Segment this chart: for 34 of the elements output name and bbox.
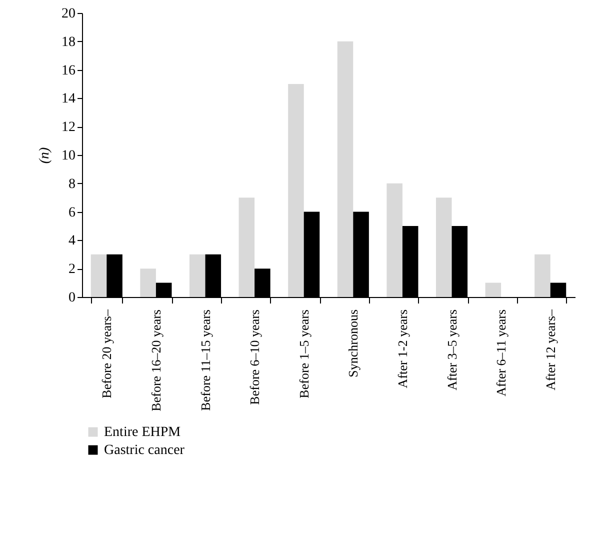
y-tick-label: 20 xyxy=(62,6,76,22)
bar xyxy=(238,198,255,297)
y-tick-label: 16 xyxy=(62,63,76,78)
y-tick-label: 6 xyxy=(68,205,76,220)
x-tick-label: After 6–11 years xyxy=(494,310,509,396)
x-tick-label: Synchronous xyxy=(346,310,361,378)
x-tick-label: After 1-2 years xyxy=(394,310,410,388)
x-tick-label: After 3–5 years xyxy=(444,310,460,390)
y-tick-label: 18 xyxy=(62,34,76,50)
y-tick-label: 4 xyxy=(68,234,76,249)
y-tick-label: 8 xyxy=(68,176,76,192)
y-tick-label: 12 xyxy=(62,120,76,136)
y-tick-label: 0 xyxy=(68,290,76,306)
bar xyxy=(436,198,452,297)
legend-label: Entire EHPM xyxy=(104,425,182,440)
bar xyxy=(189,254,206,297)
bar xyxy=(288,84,304,297)
y-tick-label: 10 xyxy=(62,148,76,164)
bar xyxy=(485,282,502,297)
x-tick-label: Before 16–20 years xyxy=(148,310,164,412)
y-tick-label: 2 xyxy=(68,262,76,278)
bar xyxy=(534,254,550,297)
x-tick-label: Before 11–15 years xyxy=(198,310,213,411)
y-tick-label: 14 xyxy=(62,92,76,107)
x-tick-label: Before 6–10 years xyxy=(247,310,262,405)
bar xyxy=(90,254,107,297)
x-tick-label: Before 20 years– xyxy=(99,309,114,398)
x-tick-label: Before 1–5 years xyxy=(296,310,312,398)
bar xyxy=(386,183,402,297)
y-axis-title: (n) xyxy=(38,147,52,164)
legend-label: Gastric cancer xyxy=(104,443,185,458)
x-tick-label: After 12 years– xyxy=(542,309,558,390)
bar xyxy=(337,41,354,297)
bar xyxy=(140,268,156,297)
